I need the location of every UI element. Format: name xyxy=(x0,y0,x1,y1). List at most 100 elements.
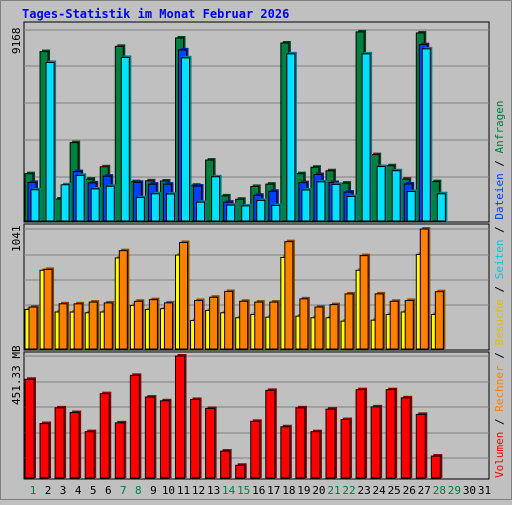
bar-volumen xyxy=(280,426,291,479)
bar-rechner xyxy=(269,301,279,350)
bar-seiten xyxy=(120,56,130,222)
panel-hits xyxy=(23,21,490,223)
bar-rechner xyxy=(224,290,234,350)
legend-item-dateien: Dateien xyxy=(493,173,506,219)
bar-seiten xyxy=(361,53,371,222)
bar-rechner xyxy=(434,291,444,350)
bar-seiten xyxy=(301,189,311,222)
bar-volumen xyxy=(205,407,216,479)
bar-rechner xyxy=(73,303,83,350)
bar-rechner xyxy=(103,302,113,350)
legend-item-rechner: Rechner xyxy=(493,365,506,412)
x-tick-label: 6 xyxy=(105,484,112,497)
bar-seiten xyxy=(421,48,431,222)
bar-rechner xyxy=(58,303,68,350)
bar-seiten xyxy=(90,188,100,222)
bar-seiten xyxy=(286,53,296,222)
bar-seiten xyxy=(181,57,190,222)
bar-volumen xyxy=(54,407,65,479)
x-tick-label: 24 xyxy=(373,484,387,497)
x-tick-label: 23 xyxy=(357,484,370,497)
bar-volumen xyxy=(400,397,411,479)
legend-separator: / xyxy=(493,346,506,366)
series-volumen xyxy=(24,354,443,479)
bar-seiten xyxy=(60,184,70,222)
bar-rechner xyxy=(194,299,204,350)
x-tick-label: 9 xyxy=(150,484,157,497)
bar-rechner xyxy=(314,306,324,350)
bar-seiten xyxy=(165,193,175,222)
bar-volumen xyxy=(190,398,201,479)
bar-rechner xyxy=(43,268,53,350)
bar-seiten xyxy=(406,190,416,222)
x-tick-label: 18 xyxy=(282,484,295,497)
x-axis-day-labels: 1 2 3 4 5 6 7 8 9 10 11 12 13 14 15 16 17 18 19 20 21 22 23 24 2… xyxy=(30,484,491,497)
x-tick-label: 31 xyxy=(478,484,491,497)
bar-seiten xyxy=(331,183,341,222)
x-tick-label: 10 xyxy=(162,484,175,497)
bar-rechner xyxy=(28,306,38,350)
x-tick-label: 5 xyxy=(90,484,97,497)
bar-rechner xyxy=(88,301,98,350)
bar-volumen xyxy=(69,412,80,479)
bar-volumen xyxy=(325,408,336,479)
x-tick-label: 26 xyxy=(403,484,416,497)
max-label-volume: 451.33 MB xyxy=(10,345,23,405)
bar-volumen xyxy=(159,400,170,479)
x-tick-label: 8 xyxy=(135,484,142,497)
legend-separator: / xyxy=(493,153,506,173)
bar-volumen xyxy=(114,422,125,479)
x-tick-label: 14 xyxy=(222,484,236,497)
bar-seiten xyxy=(436,193,446,222)
bar-volumen xyxy=(355,389,366,479)
bar-rechner xyxy=(359,255,369,350)
bar-rechner xyxy=(344,293,354,350)
bar-seiten xyxy=(241,205,251,222)
bar-seiten xyxy=(376,166,386,222)
x-tick-label: 28 xyxy=(433,484,446,497)
x-tick-label: 12 xyxy=(192,484,205,497)
bar-rechner xyxy=(254,301,264,350)
bar-seiten xyxy=(316,181,326,222)
chart-title: Tages-Statistik im Monat Februar 2026 xyxy=(22,7,289,21)
right-side-legend: Volumen / Rechner / Besuche / Seiten / D… xyxy=(493,100,506,478)
bar-seiten xyxy=(75,174,85,222)
x-tick-label: 7 xyxy=(120,484,127,497)
bar-volumen xyxy=(129,374,140,479)
bar-volumen xyxy=(310,431,321,479)
legend-separator: / xyxy=(493,412,506,432)
bar-volumen xyxy=(430,455,441,479)
x-tick-label: 13 xyxy=(207,484,220,497)
bar-seiten xyxy=(135,197,145,222)
bar-seiten xyxy=(226,204,236,222)
bar-volumen xyxy=(84,431,95,479)
x-tick-label: 27 xyxy=(418,484,431,497)
x-tick-label: 4 xyxy=(75,484,82,497)
bar-rechner xyxy=(374,293,384,350)
legend-text: Volumen / Rechner / Besuche / Seiten / D… xyxy=(493,100,506,478)
bar-volumen xyxy=(175,355,185,479)
bar-volumen xyxy=(295,407,306,479)
max-label-hits: 9168 xyxy=(10,28,23,55)
bar-rechner xyxy=(209,296,219,350)
x-tick-label: 20 xyxy=(312,484,325,497)
bar-volumen xyxy=(24,378,35,479)
bar-rechner xyxy=(118,250,128,350)
bar-seiten xyxy=(30,189,40,222)
legend-item-anfragen: Anfragen xyxy=(493,100,506,153)
panel-visits xyxy=(23,223,490,351)
x-tick-label: 2 xyxy=(45,484,52,497)
x-tick-label: 30 xyxy=(463,484,476,497)
legend-item-besuche: Besuche xyxy=(493,299,506,345)
bar-rechner xyxy=(148,299,158,350)
bar-volumen xyxy=(370,406,381,479)
bar-seiten xyxy=(256,199,266,222)
x-tick-label: 1 xyxy=(30,484,37,497)
bar-volumen xyxy=(235,464,246,479)
bar-seiten xyxy=(346,195,356,222)
legend-separator: / xyxy=(493,220,506,240)
bar-rechner xyxy=(329,304,339,350)
bar-rechner xyxy=(404,299,414,350)
